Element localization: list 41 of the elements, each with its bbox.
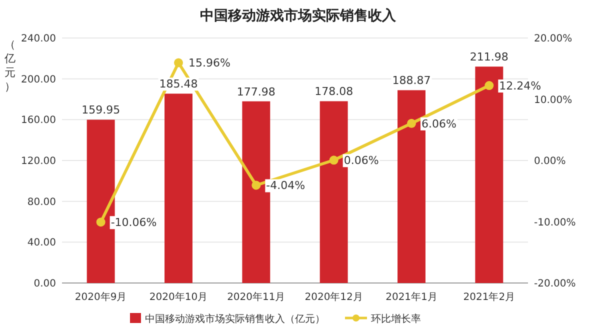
data-label: 0.06% bbox=[344, 154, 379, 168]
y-tick-label: 40.00 bbox=[27, 238, 56, 249]
legend-label: 环比增长率 bbox=[371, 313, 421, 325]
bar bbox=[164, 94, 192, 283]
point bbox=[484, 81, 494, 90]
point bbox=[96, 218, 106, 227]
data-label: -4.04% bbox=[266, 179, 306, 192]
point bbox=[174, 58, 183, 68]
y-tick-label: 120.00 bbox=[21, 156, 56, 167]
data-label: 178.08 bbox=[314, 85, 354, 98]
data-label: -10.06% bbox=[110, 216, 157, 230]
y-axis-title: （亿元） bbox=[4, 38, 16, 93]
y-tick-label: 160.00 bbox=[21, 115, 56, 126]
y2-tick-label: 0.00% bbox=[534, 156, 566, 167]
data-label: 188.87 bbox=[392, 74, 431, 88]
data-label: 15.96% bbox=[188, 56, 230, 70]
x-tick-label: 2021年1月 bbox=[386, 291, 438, 303]
data-label: 211.98 bbox=[470, 50, 508, 64]
y-tick-label: 240.00 bbox=[21, 34, 56, 44]
x-tick-label: 2021年2月 bbox=[463, 291, 516, 303]
y2-tick-label: 20.00% bbox=[534, 34, 572, 44]
data-label: 177.98 bbox=[236, 85, 276, 98]
y2-tick-label: -10.00% bbox=[534, 217, 576, 228]
y-tick-label: 80.00 bbox=[27, 196, 56, 208]
chart-title: 中国移动游戏市场实际销售收入 bbox=[200, 7, 397, 24]
y2-tick-label: 10.00% bbox=[534, 94, 572, 106]
y2-tick-label: -20.00% bbox=[534, 278, 576, 290]
data-label: 159.95 bbox=[82, 104, 120, 117]
y-tick-label: 200.00 bbox=[21, 74, 56, 86]
x-tick-label: 2020年9月 bbox=[74, 291, 127, 303]
data-label: 6.06% bbox=[422, 117, 456, 130]
point bbox=[407, 118, 416, 128]
y-tick-label: 0.00 bbox=[34, 278, 56, 290]
legend-label: 中国移动游戏市场实际销售收入（亿元） bbox=[145, 313, 325, 325]
data-label: 185.48 bbox=[159, 78, 198, 91]
x-tick-label: 2020年11月 bbox=[227, 291, 286, 303]
x-tick-label: 2020年12月 bbox=[304, 291, 363, 303]
x-tick-label: 2020年10月 bbox=[149, 291, 208, 303]
point bbox=[252, 180, 261, 190]
data-label: 12.24% bbox=[499, 80, 542, 93]
point bbox=[329, 156, 338, 165]
